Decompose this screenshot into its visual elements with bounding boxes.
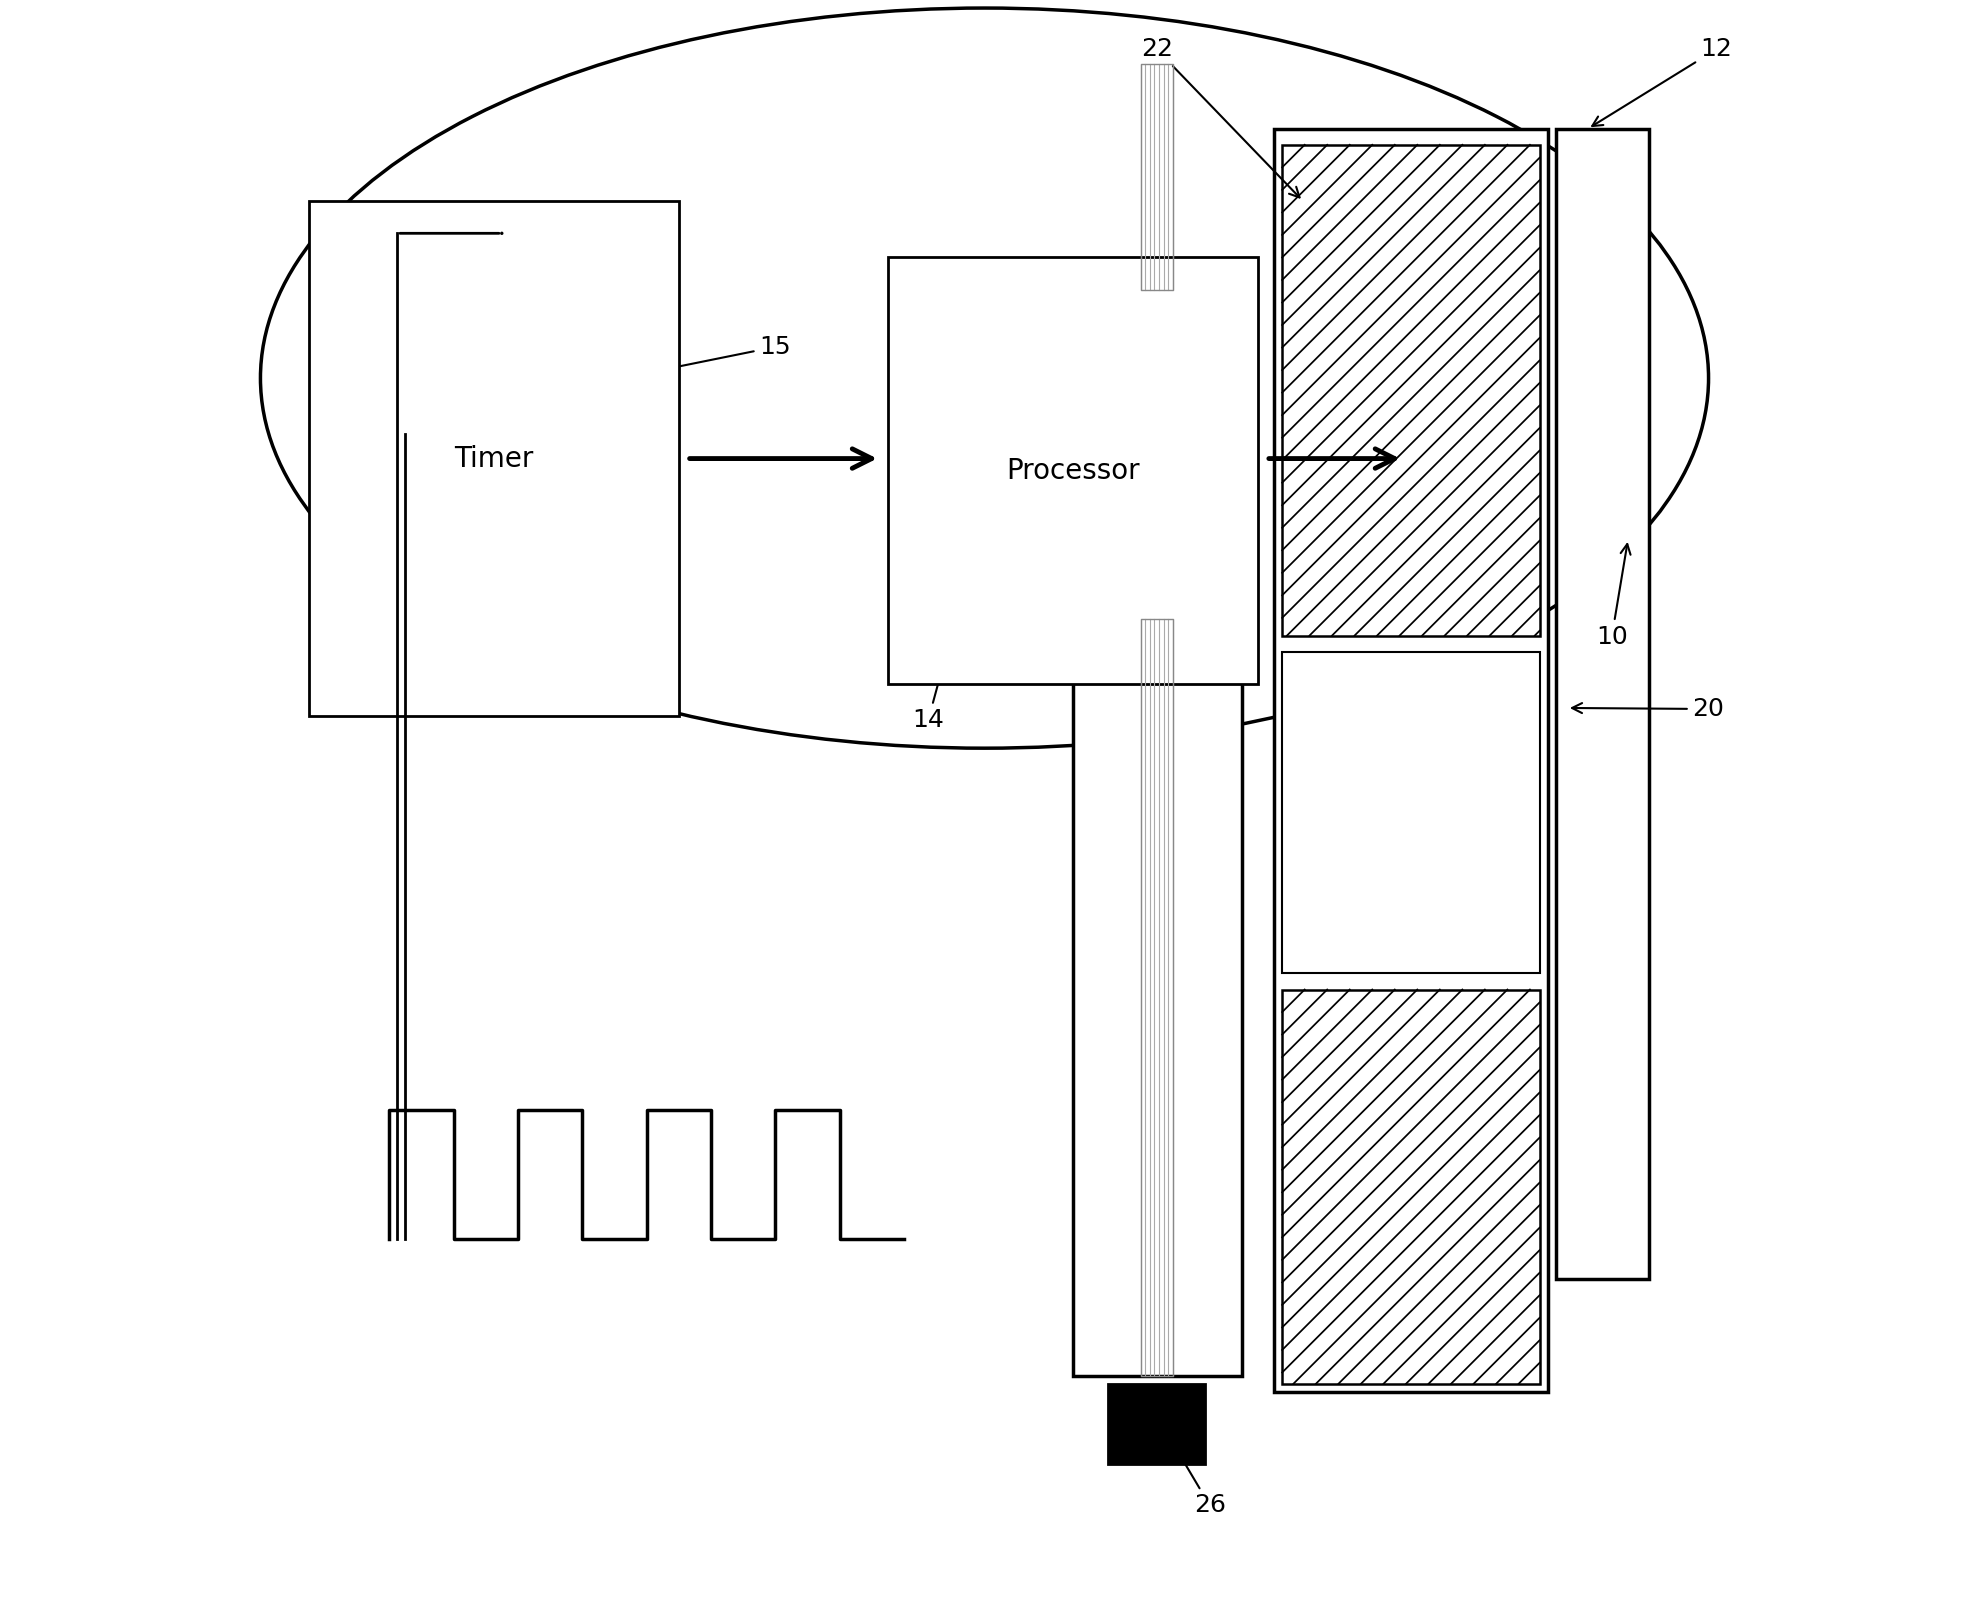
- Bar: [1282, 652, 1540, 973]
- Text: 15: 15: [506, 335, 792, 404]
- Text: Processor: Processor: [1006, 457, 1140, 484]
- Bar: [309, 201, 679, 716]
- Bar: [1109, 1384, 1205, 1464]
- Text: 14: 14: [912, 624, 957, 732]
- Text: 12: 12: [1593, 37, 1733, 126]
- Bar: [888, 257, 1258, 684]
- Bar: [1274, 129, 1548, 1392]
- Text: 10: 10: [1597, 544, 1630, 648]
- Bar: [1282, 145, 1540, 636]
- Bar: [1282, 990, 1540, 1384]
- Bar: [1073, 322, 1242, 1376]
- Text: 24: 24: [904, 262, 1136, 286]
- Text: 26: 26: [1160, 1421, 1227, 1517]
- Ellipse shape: [260, 8, 1709, 748]
- Bar: [1140, 64, 1174, 290]
- Text: Timer: Timer: [455, 444, 534, 473]
- Bar: [1556, 129, 1648, 1279]
- Text: 22: 22: [1140, 37, 1300, 198]
- Bar: [1140, 619, 1174, 1376]
- Text: 20: 20: [1571, 697, 1725, 721]
